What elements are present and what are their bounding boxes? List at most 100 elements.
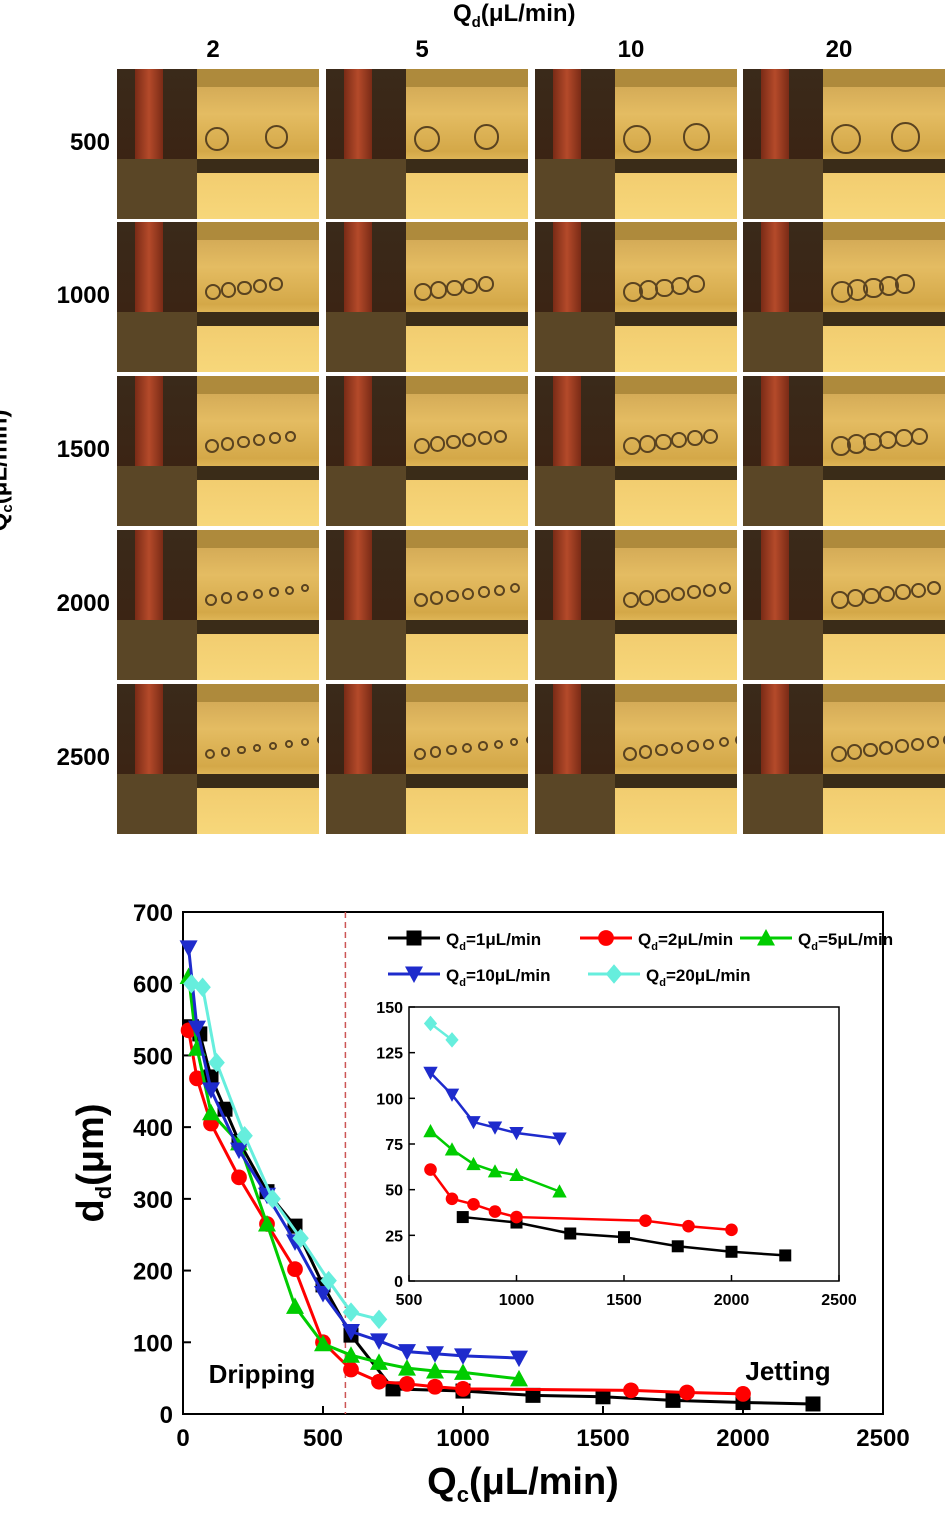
y-tick-label: 700 <box>133 900 173 927</box>
legend-entry-main: Q <box>446 930 459 949</box>
inset-data-point <box>445 1192 459 1206</box>
droplet <box>623 747 637 761</box>
inset-y-tick-label: 25 <box>385 1228 403 1245</box>
droplet <box>478 276 494 292</box>
droplet <box>687 585 701 599</box>
plot-frame <box>182 911 884 1415</box>
legend-entry-sub: d <box>651 941 658 953</box>
droplet <box>831 124 861 154</box>
droplet <box>879 585 896 603</box>
inset-y-tick-label: 0 <box>394 1274 403 1291</box>
legend-entry-main: Q <box>798 930 811 949</box>
micrograph-tile <box>326 684 528 834</box>
x-tick-label: 1500 <box>576 1425 629 1452</box>
inset-x-tick-label: 500 <box>396 1292 423 1309</box>
droplet <box>269 587 279 597</box>
data-point <box>202 1082 220 1099</box>
column-label-2: 2 <box>206 36 220 63</box>
droplet <box>526 736 528 744</box>
legend-entry-4: Qd=10μL/min <box>446 966 551 989</box>
row-label-500: 500 <box>69 129 110 156</box>
droplet <box>221 747 231 757</box>
micrograph-tile <box>535 530 737 680</box>
droplet <box>237 590 248 602</box>
droplet <box>430 591 444 605</box>
y-axis-label-sub: d <box>91 1186 116 1199</box>
data-point <box>399 1376 415 1392</box>
row-label-1000: 1000 <box>56 282 110 309</box>
droplet <box>510 737 519 747</box>
inset-data-point <box>445 1032 459 1048</box>
micrograph-tile <box>117 530 319 680</box>
legend-entry-sub: d <box>459 977 466 989</box>
y-axis-label-unit: (μm) <box>70 1103 112 1185</box>
legend-entry-2: Qd=2μL/min <box>638 930 733 953</box>
data-point <box>595 1389 611 1405</box>
legend-entry-1: Qd=1μL/min <box>446 930 541 953</box>
data-point <box>510 1369 528 1387</box>
data-point <box>426 1361 444 1379</box>
series-line-5 <box>190 982 380 1321</box>
droplet <box>510 582 521 594</box>
droplet <box>478 741 488 751</box>
droplet <box>831 746 847 762</box>
micrograph-tile <box>535 684 737 834</box>
droplet <box>494 584 505 596</box>
data-point <box>188 1020 206 1038</box>
inset-data-point <box>725 1223 738 1237</box>
legend-entry-sub: d <box>459 941 466 953</box>
droplet <box>430 436 446 452</box>
inset-y-tick-label: 50 <box>385 1183 403 1200</box>
droplet <box>847 744 863 760</box>
droplet <box>655 433 672 451</box>
inset-data-point <box>552 1132 567 1146</box>
inset-x-tick-label: 1000 <box>499 1292 535 1309</box>
data-point <box>320 1270 337 1291</box>
micrograph-tile <box>535 376 737 526</box>
data-point <box>314 1286 332 1303</box>
droplet <box>927 580 942 596</box>
droplet <box>683 123 711 151</box>
droplet <box>269 742 277 750</box>
droplet <box>285 430 296 442</box>
droplet <box>317 736 319 744</box>
micrograph-tile <box>326 222 528 372</box>
droplet <box>891 122 921 152</box>
legend-entry-unit: =2μL/min <box>658 930 733 949</box>
micrograph-tile <box>326 530 528 680</box>
inset-data-point <box>509 1167 524 1182</box>
droplet <box>221 437 235 451</box>
inset-data-point <box>466 1156 481 1171</box>
droplet <box>494 429 507 443</box>
micrograph-tile <box>117 69 319 219</box>
inset-x-tick-label: 2000 <box>714 1292 750 1309</box>
y-tick-label: 600 <box>133 972 173 999</box>
legend-marker <box>406 930 422 946</box>
data-point <box>426 1346 444 1363</box>
legend-entry-unit: =10μL/min <box>466 966 551 985</box>
droplet <box>478 431 492 445</box>
legend-entry-main: Q <box>646 966 659 985</box>
column-label-10: 10 <box>617 36 645 63</box>
data-point <box>342 1324 360 1341</box>
column-axis-title: Qd(μL/min) <box>453 0 576 31</box>
x-axis-label: Qc(μL/min) <box>427 1461 619 1507</box>
droplet <box>655 588 670 604</box>
droplet <box>269 432 281 444</box>
droplet <box>269 277 283 291</box>
droplet <box>671 741 684 755</box>
inset-data-point <box>671 1240 684 1253</box>
droplet <box>221 592 233 604</box>
droplet <box>205 284 221 300</box>
y-tick-label: 200 <box>133 1259 173 1286</box>
y-tick-label: 0 <box>160 1402 173 1429</box>
data-point <box>230 1142 248 1160</box>
column-axis-title-sub: d <box>471 13 481 31</box>
x-axis-label-main: Q <box>427 1461 457 1503</box>
droplet <box>253 278 268 294</box>
inset-data-point <box>509 1127 524 1141</box>
x-tick-label: 0 <box>176 1425 189 1452</box>
data-point <box>264 1189 281 1209</box>
droplet <box>285 740 293 748</box>
